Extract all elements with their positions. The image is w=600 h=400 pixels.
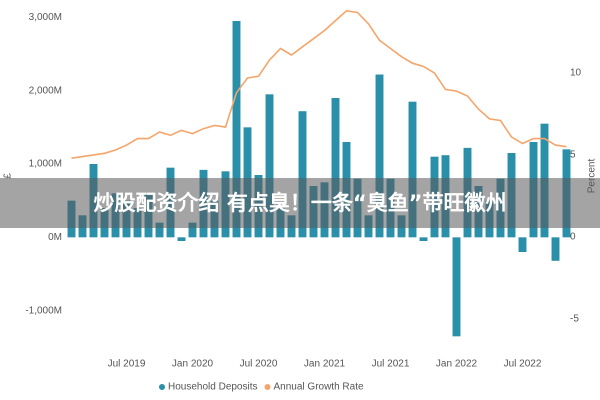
bar xyxy=(375,74,384,238)
bar xyxy=(232,21,241,238)
legend-label: Annual Growth Rate xyxy=(274,382,364,393)
y2-tick-label: 0 xyxy=(570,231,576,242)
banner-band xyxy=(0,178,600,228)
bar xyxy=(188,222,197,238)
legend-swatch xyxy=(264,384,271,390)
bar xyxy=(331,98,340,238)
bar xyxy=(177,237,186,241)
y2-axis-label: Percent xyxy=(587,159,598,194)
bar xyxy=(298,111,307,238)
x-tick-label: Jan 2020 xyxy=(172,359,214,370)
x-tick-label: Jul 2019 xyxy=(108,359,146,370)
x-tick-label: Jul 2022 xyxy=(504,359,542,370)
line xyxy=(71,9,567,159)
banner-text: 炒股配资介绍 有点臭！一条“臭鱼”带旺徽州 xyxy=(94,191,507,215)
y2-tick-label: 10 xyxy=(570,68,582,79)
y-tick-label: 2,000M xyxy=(29,85,62,96)
bar xyxy=(452,237,461,337)
x-tick-label: Jan 2021 xyxy=(304,359,346,370)
y-tick-label: 0M xyxy=(48,232,62,243)
legend-swatch xyxy=(159,384,165,390)
y-tick-label: 3,000M xyxy=(29,12,62,23)
x-tick-label: Jul 2021 xyxy=(372,359,410,370)
y2-tick-label: 5 xyxy=(570,150,576,161)
bar xyxy=(419,237,428,241)
bar xyxy=(551,237,560,261)
bar xyxy=(265,94,274,238)
x-tick-label: Jan 2022 xyxy=(436,359,478,370)
y2-tick-label: -5 xyxy=(570,313,579,324)
bar xyxy=(155,222,164,238)
y-tick-label: -1,000M xyxy=(25,305,62,316)
bar xyxy=(408,101,417,238)
bar xyxy=(518,237,527,252)
x-tick-label: Jul 2020 xyxy=(240,359,278,370)
y-axis-label: £ xyxy=(3,173,14,179)
legend-label: Household Deposits xyxy=(168,382,258,393)
y-tick-label: 1,000M xyxy=(29,159,62,170)
